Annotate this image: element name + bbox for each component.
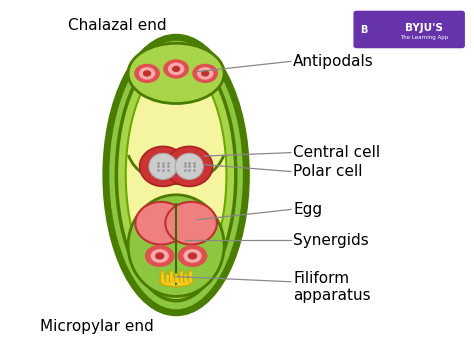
Circle shape	[173, 66, 180, 71]
Ellipse shape	[159, 277, 193, 287]
Ellipse shape	[126, 61, 227, 289]
Circle shape	[193, 64, 217, 82]
Text: Polar cell: Polar cell	[293, 164, 363, 179]
Ellipse shape	[128, 43, 224, 104]
Circle shape	[164, 60, 188, 78]
Ellipse shape	[117, 49, 236, 301]
Text: Synergids: Synergids	[293, 233, 369, 248]
Text: Central cell: Central cell	[293, 145, 380, 160]
Circle shape	[189, 253, 196, 259]
Circle shape	[139, 68, 155, 79]
Circle shape	[144, 71, 150, 76]
Ellipse shape	[175, 153, 203, 180]
Text: Chalazal end: Chalazal end	[68, 18, 167, 33]
Circle shape	[178, 246, 207, 266]
Text: Filiform
apparatus: Filiform apparatus	[293, 271, 371, 303]
Text: Antipodals: Antipodals	[293, 54, 374, 69]
Ellipse shape	[136, 202, 187, 245]
Ellipse shape	[128, 195, 224, 296]
Ellipse shape	[165, 202, 217, 245]
Circle shape	[198, 68, 213, 79]
Circle shape	[169, 63, 183, 75]
Text: Micropylar end: Micropylar end	[40, 319, 154, 334]
Circle shape	[156, 253, 164, 259]
Ellipse shape	[139, 146, 186, 186]
Circle shape	[146, 246, 174, 266]
Ellipse shape	[166, 146, 213, 186]
Circle shape	[184, 250, 201, 262]
Text: The Learning App: The Learning App	[400, 35, 448, 40]
FancyBboxPatch shape	[354, 12, 464, 48]
Circle shape	[135, 64, 159, 82]
Text: Egg: Egg	[293, 202, 322, 217]
Text: BYJU'S: BYJU'S	[405, 23, 443, 33]
Text: B: B	[360, 25, 367, 35]
Ellipse shape	[149, 153, 177, 180]
Circle shape	[151, 250, 168, 262]
Circle shape	[202, 71, 209, 76]
Ellipse shape	[106, 37, 246, 313]
